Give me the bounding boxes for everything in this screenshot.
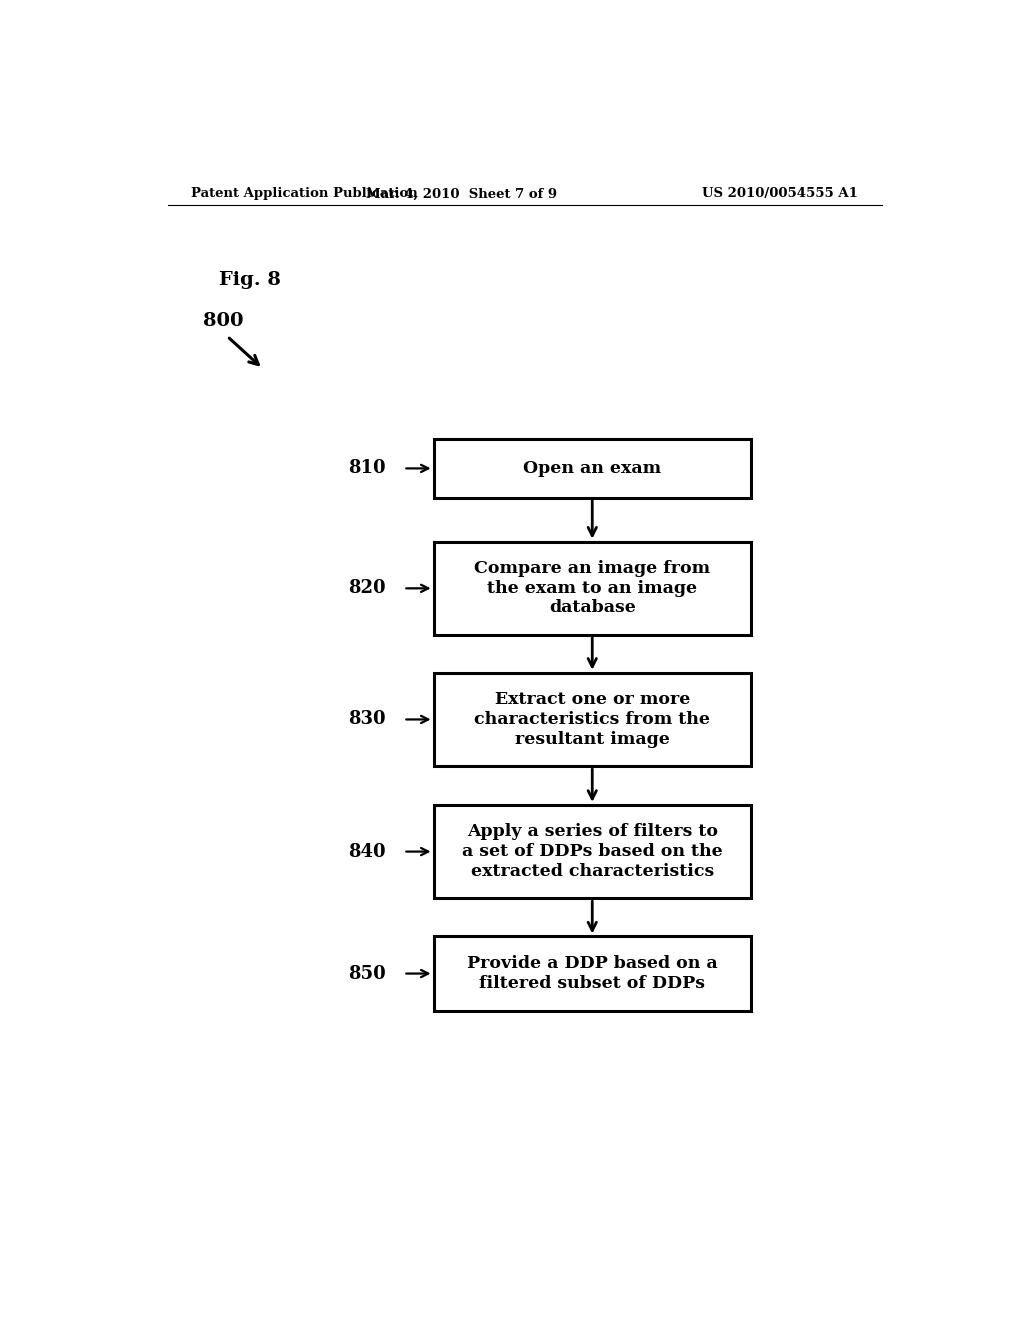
Text: Open an exam: Open an exam <box>523 459 662 477</box>
Text: 820: 820 <box>348 579 386 598</box>
Text: 810: 810 <box>348 459 386 478</box>
Text: Fig. 8: Fig. 8 <box>219 272 282 289</box>
Text: 840: 840 <box>348 842 386 861</box>
Text: US 2010/0054555 A1: US 2010/0054555 A1 <box>702 187 858 201</box>
Text: Mar. 4, 2010  Sheet 7 of 9: Mar. 4, 2010 Sheet 7 of 9 <box>366 187 557 201</box>
FancyBboxPatch shape <box>433 440 751 498</box>
FancyBboxPatch shape <box>433 673 751 766</box>
FancyBboxPatch shape <box>433 805 751 899</box>
Text: Apply a series of filters to
a set of DDPs based on the
extracted characteristic: Apply a series of filters to a set of DD… <box>462 824 723 879</box>
FancyBboxPatch shape <box>433 936 751 1011</box>
Text: Patent Application Publication: Patent Application Publication <box>191 187 418 201</box>
FancyBboxPatch shape <box>433 541 751 635</box>
Text: Compare an image from
the exam to an image
database: Compare an image from the exam to an ima… <box>474 560 711 616</box>
Text: 850: 850 <box>348 965 386 982</box>
Text: Provide a DDP based on a
filtered subset of DDPs: Provide a DDP based on a filtered subset… <box>467 956 718 991</box>
Text: 830: 830 <box>348 710 386 729</box>
Text: Extract one or more
characteristics from the
resultant image: Extract one or more characteristics from… <box>474 692 711 747</box>
Text: 800: 800 <box>204 312 244 330</box>
